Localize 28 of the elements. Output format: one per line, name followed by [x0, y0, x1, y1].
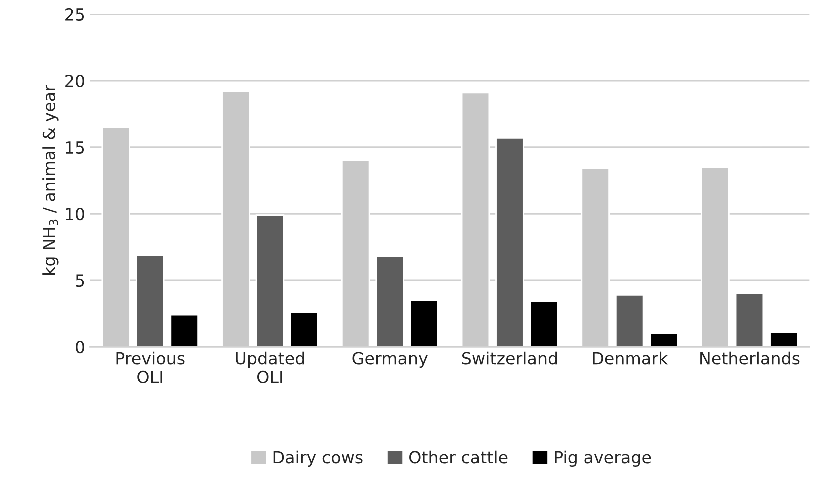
bar: [376, 256, 404, 348]
y-tick-label: 25: [66, 8, 84, 22]
bar: [136, 254, 165, 348]
y-tick-label: 10: [66, 208, 84, 221]
x-tick-label: Previous OLI: [116, 352, 185, 384]
legend-label: Pig average: [555, 450, 652, 467]
bar: [496, 137, 524, 348]
bar: [410, 300, 439, 348]
x-tick-label: Netherlands: [700, 352, 800, 365]
y-tick-label: 15: [66, 142, 84, 154]
x-tick-label: Germany: [352, 352, 428, 368]
bar: [530, 301, 559, 348]
y-tick-label: 5: [76, 274, 84, 288]
bar: [735, 293, 764, 348]
y-tick-label: 20: [66, 74, 84, 88]
x-tick-label: Denmark: [593, 352, 668, 365]
bar: [170, 314, 199, 348]
y-tick-label: 0: [76, 341, 84, 354]
legend-label: Dairy cows: [274, 450, 363, 467]
y-axis-title: kg NH$_{3}$ / animal & year: [42, 85, 59, 275]
x-tick-label: Updated OLI: [236, 352, 304, 384]
legend-label: Other cattle: [410, 450, 508, 464]
bar: [256, 214, 285, 348]
bar: [615, 294, 644, 348]
bar: [650, 333, 678, 348]
bar: [770, 332, 798, 348]
x-tick-label: Switzerland: [462, 352, 558, 365]
bar: [290, 312, 319, 348]
